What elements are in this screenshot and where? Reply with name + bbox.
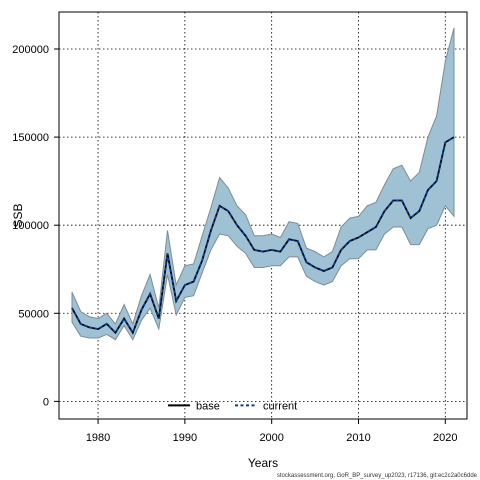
y-tick-label: 150000 [12, 132, 49, 144]
x-tick-label: 1980 [86, 432, 110, 444]
y-tick-label: 100000 [12, 220, 49, 232]
y-tick-label: 0 [43, 396, 49, 408]
y-tick-label: 50000 [18, 308, 49, 320]
x-tick-label: 2020 [433, 432, 457, 444]
axes: 1980 1990 2000 2010 2020 0 50000 100000 150000 20… [12, 44, 457, 444]
plot-frame [58, 11, 468, 420]
legend-label-current: current [263, 400, 297, 412]
confidence-band-layer [71, 27, 455, 341]
y-tick-label: 200000 [12, 44, 49, 56]
footer-note: stockassessment.org, GoR_BP_survey_up202… [277, 473, 478, 479]
x-axis-title: Years [248, 456, 278, 470]
legend-label-base: base [196, 400, 220, 412]
series-layer [71, 136, 455, 335]
x-tick-label: 2010 [346, 432, 370, 444]
series-line-base [71, 136, 455, 335]
x-tick-label: 2000 [259, 432, 283, 444]
y-axis-title: SSB [11, 203, 25, 227]
series-line-current [71, 136, 455, 335]
confidence-band [71, 27, 455, 341]
x-tick-label: 1990 [173, 432, 197, 444]
legend: base current [168, 400, 297, 412]
